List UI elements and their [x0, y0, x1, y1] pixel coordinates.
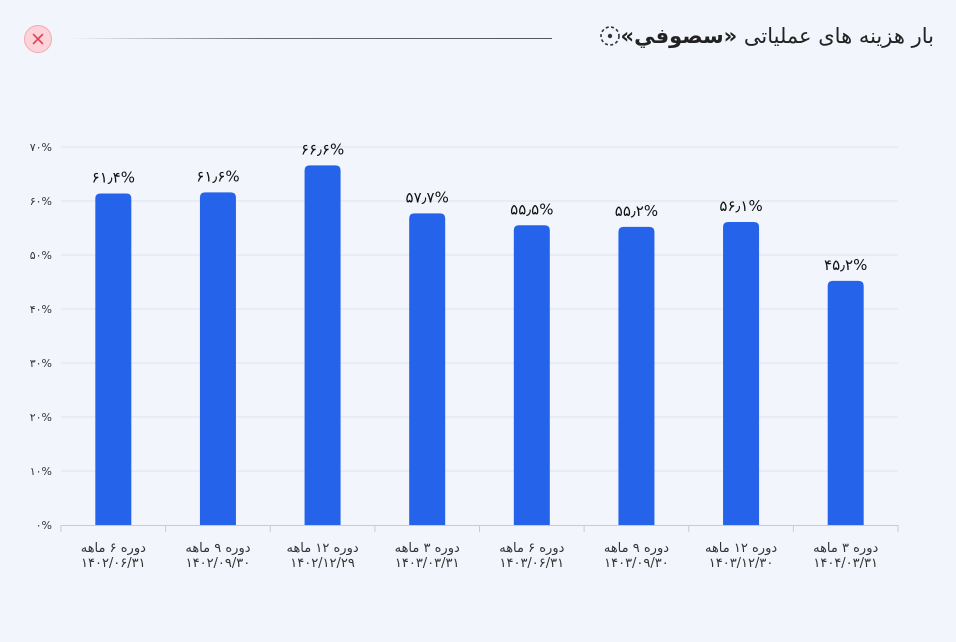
data-label: ۴۵٫۲% [824, 256, 867, 274]
bar [513, 225, 550, 526]
y-tick-label: ۷۰% [30, 141, 52, 154]
title-divider [70, 38, 552, 39]
data-label: ۶۱٫۴% [92, 168, 135, 186]
close-button[interactable] [24, 25, 52, 53]
x-tick-label: ۱۴۰۲/۱۲/۲۹ [290, 556, 355, 571]
x-tick-label: دوره ۶ ماهه [499, 541, 564, 556]
x-tick-label: دوره ۹ ماهه [185, 541, 250, 556]
x-tick-label: دوره ۱۲ ماهه [705, 541, 777, 556]
y-tick-label: ۳۰% [30, 357, 52, 370]
x-tick-label: دوره ۱۲ ماهه [286, 541, 358, 556]
x-tick-label: ۱۴۰۴/۰۳/۳۱ [813, 556, 878, 571]
y-tick-label: ۲۰% [30, 411, 52, 424]
y-tick-label: ۴۰% [30, 303, 52, 316]
dashed-circle-icon [599, 26, 620, 46]
bar [409, 213, 446, 526]
data-label: ۵۵٫۲% [615, 202, 658, 220]
data-label: ۵۷٫۷% [406, 188, 449, 206]
y-tick-label: ۶۰% [30, 195, 52, 208]
x-tick-label: دوره ۹ ماهه [604, 541, 669, 556]
x-tick-label: ۱۴۰۳/۰۶/۳۱ [500, 556, 565, 571]
data-label: ۵۵٫۵% [510, 200, 553, 218]
title-group: بار هزینه های عملیاتی «سصوفي» [591, 24, 934, 48]
x-tick-label: ۱۴۰۲/۰۶/۳۱ [81, 556, 146, 571]
bar [199, 192, 236, 526]
y-tick-label: ۵۰% [30, 249, 52, 262]
chart-header: بار هزینه های عملیاتی «سصوفي» [0, 0, 956, 78]
data-label: ۶۶٫۶% [301, 140, 344, 158]
title-company: «سصوفي» [620, 24, 738, 48]
x-tick-label: دوره ۶ ماهه [81, 541, 146, 556]
data-label: ۶۱٫۶% [196, 167, 239, 185]
y-tick-label: ۰% [36, 519, 52, 532]
x-tick-label: ۱۴۰۲/۰۹/۳۰ [186, 556, 251, 571]
data-label: ۵۶٫۱% [719, 197, 762, 215]
close-icon [32, 33, 44, 45]
bar [723, 222, 760, 525]
bar [618, 226, 655, 526]
bar [304, 165, 341, 526]
x-tick-label: دوره ۳ ماهه [813, 541, 878, 556]
title-prefix: بار هزینه های عملیاتی [737, 24, 934, 48]
chart-title: بار هزینه های عملیاتی «سصوفي» [621, 24, 934, 48]
x-tick-label: دوره ۳ ماهه [395, 541, 460, 556]
bar [95, 193, 132, 525]
y-tick-label: ۱۰% [30, 465, 52, 478]
bar [827, 280, 864, 525]
x-tick-label: ۱۴۰۳/۰۳/۳۱ [395, 556, 460, 571]
x-tick-label: ۱۴۰۳/۰۹/۳۰ [604, 556, 669, 571]
x-tick-label: ۱۴۰۳/۱۲/۳۰ [709, 556, 774, 571]
